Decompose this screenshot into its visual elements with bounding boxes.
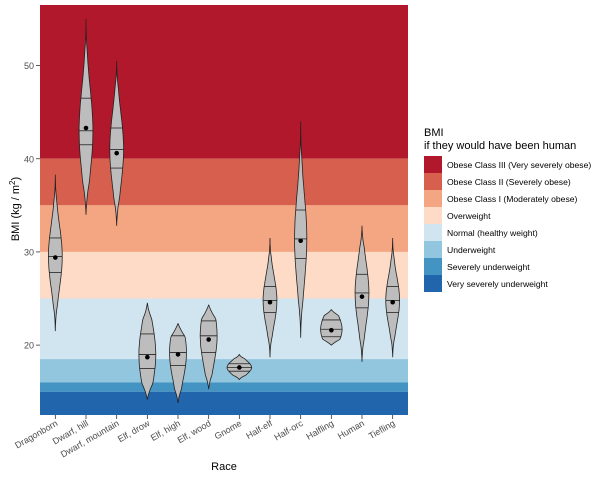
x-axis-title: Race (211, 461, 237, 473)
x-tick-label: Elf, drow (116, 418, 152, 444)
legend-title-line: if they would have been human (424, 140, 576, 152)
legend-label-0: Obese Class III (Very severely obese) (447, 160, 591, 170)
legend-label-4: Normal (healthy weight) (447, 228, 538, 238)
legend-label-7: Very severely underweight (447, 279, 548, 289)
violin-body (78, 19, 94, 215)
legend-key-7 (424, 275, 442, 292)
y-tick-label: 40 (24, 154, 34, 164)
violin-mean-point (83, 125, 89, 131)
violin-human (354, 225, 370, 362)
violin-mean-point (390, 299, 395, 305)
y-axis-title-main: BMI (kg / m (10, 185, 22, 241)
violin-body (385, 237, 401, 358)
x-tick-label: Tiefling (367, 418, 397, 441)
violin-mean-point (298, 238, 303, 244)
violin-halfling (320, 309, 343, 346)
legend-key-2 (424, 190, 442, 207)
legend-label-1: Obese Class II (Severely obese) (447, 177, 571, 187)
violin-body (47, 174, 63, 332)
violin-elf-drow (138, 302, 157, 400)
violin-dwarf-mountain (109, 60, 124, 226)
legend-key-0 (424, 156, 442, 173)
violin-half-orc (294, 121, 308, 338)
y-axis: 20 30 40 50 (24, 61, 40, 351)
violin-dragonborn (47, 174, 63, 332)
bmi-band-6 (40, 382, 408, 392)
violin-gnome (226, 354, 252, 380)
x-tick-label: Human (336, 418, 366, 441)
violin-mean-point (329, 327, 334, 333)
y-tick-label: 50 (24, 61, 34, 71)
violin-mean-point (237, 365, 242, 370)
violin-body (169, 323, 187, 403)
bmi-band-3 (40, 251, 408, 299)
violin-mean-point (114, 150, 119, 156)
violin-mean-point (206, 337, 211, 342)
bmi-band-5 (40, 359, 408, 383)
legend-key-1 (424, 173, 442, 190)
violin-body (262, 237, 278, 358)
bmi-band-1 (40, 158, 408, 206)
violin-body (109, 60, 124, 226)
x-tick-label: Dragonborn (13, 418, 59, 450)
y-axis-title-end: ) (10, 177, 22, 181)
violin-body (354, 225, 370, 362)
legend-key-5 (424, 241, 442, 258)
violin-dwarf-hill (78, 19, 94, 215)
violin-body (199, 304, 218, 390)
legend-label-3: Overweight (447, 211, 491, 221)
violin-mean-point (53, 255, 58, 260)
violin-tiefling (385, 237, 401, 358)
legend-title-line: BMI (424, 127, 444, 139)
x-tick-label: Gnome (213, 418, 244, 441)
y-tick-label: 20 (24, 341, 34, 351)
violin-elf-wood (199, 304, 218, 390)
legend-key-6 (424, 258, 442, 275)
violin-half-elf (262, 237, 278, 358)
violin-mean-point (145, 354, 150, 360)
bmi-band-2 (40, 205, 408, 252)
legend-key-3 (424, 207, 442, 224)
violin-mean-point (267, 299, 273, 305)
y-axis-title-superscript: 2 (8, 180, 17, 185)
bmi-bands (40, 5, 408, 415)
legend-key-4 (424, 224, 442, 241)
violin-elf-high (169, 323, 187, 403)
violins (47, 19, 401, 403)
legend-label-6: Severely underweight (447, 262, 530, 272)
bmi-band-4 (40, 298, 408, 360)
legend-label-5: Underweight (447, 245, 496, 255)
x-tick-label: Halfling (304, 418, 335, 442)
violin-body (320, 309, 343, 346)
bmi-band-0 (40, 5, 408, 159)
violin-mean-point (175, 352, 181, 357)
y-tick-label: 30 (24, 247, 34, 257)
violin-mean-point (359, 294, 365, 299)
x-tick-label: Half-elf (244, 418, 274, 441)
bmi-band-7 (40, 391, 408, 415)
violin-body (294, 121, 308, 338)
legend-label-2: Obese Class I (Moderately obese) (447, 194, 578, 204)
x-tick-label: Elf, wood (176, 418, 213, 445)
x-tick-label: Half-orc (272, 418, 305, 443)
y-axis-title: BMI (kg / m2) (8, 177, 22, 241)
